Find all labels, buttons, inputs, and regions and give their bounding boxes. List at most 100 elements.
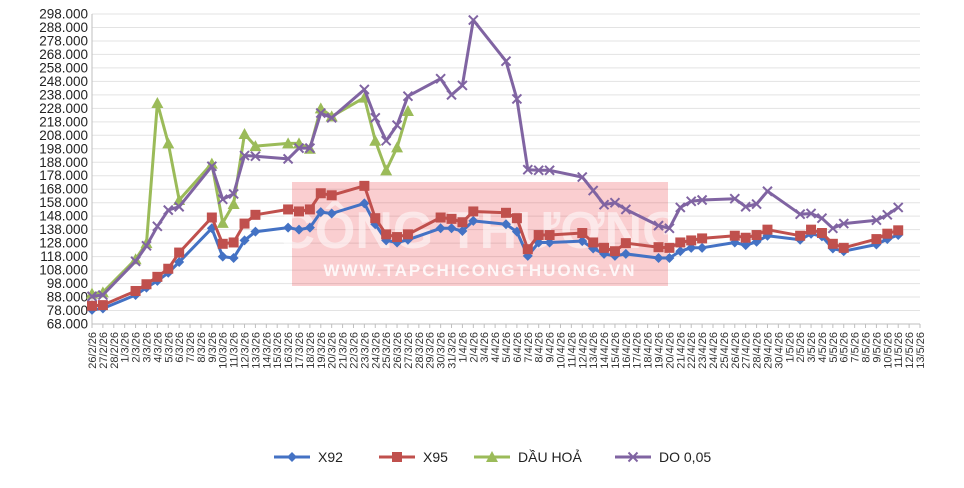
data-point	[435, 223, 446, 234]
x-tick-label: 30/3/26	[436, 332, 448, 369]
x-tick-label: 23/4/26	[697, 332, 709, 369]
data-point	[486, 451, 498, 462]
x-tick-label: 26/2/26	[87, 332, 99, 369]
data-point	[653, 242, 664, 253]
data-point	[446, 213, 457, 224]
x-tick-label: 8/3/26	[196, 332, 208, 363]
data-point	[206, 212, 217, 223]
data-point	[130, 285, 141, 296]
data-point	[751, 230, 762, 241]
x-tick-label: 18/4/26	[643, 332, 655, 369]
data-point	[675, 202, 686, 213]
data-point	[609, 197, 621, 208]
y-tick-label: 178.000	[39, 168, 88, 183]
y-tick-label: 148.000	[39, 209, 88, 224]
x-tick-label: 16/4/26	[621, 332, 633, 369]
data-point	[228, 252, 239, 263]
data-point	[283, 204, 294, 215]
data-point	[827, 238, 838, 249]
legend-label: DẦU HOẢ	[518, 449, 582, 465]
data-point	[729, 230, 740, 241]
data-point	[577, 228, 588, 239]
data-point	[304, 142, 316, 154]
x-tick-label: 21/3/26	[338, 332, 350, 369]
data-point	[751, 198, 762, 210]
y-tick-label: 268.000	[39, 47, 88, 62]
series-do-0-05	[86, 14, 904, 302]
series-line	[91, 96, 410, 296]
x-tick-label: 19/4/26	[654, 332, 666, 369]
data-point	[239, 218, 250, 229]
x-tick-label: 24/4/26	[708, 332, 720, 369]
x-tick-label: 11/4/26	[566, 332, 578, 368]
x-tick-label: 28/2/26	[109, 332, 121, 369]
x-tick-label: 26/4/26	[730, 332, 742, 369]
data-point	[163, 263, 174, 274]
y-axis: 68.00078.00088.00098.000108.000118.00012…	[39, 7, 93, 332]
data-point	[794, 208, 806, 220]
x-tick-label: 31/3/26	[447, 332, 459, 369]
x-tick-label: 29/4/26	[762, 332, 774, 369]
data-point	[174, 257, 185, 267]
y-tick-label: 238.000	[39, 87, 88, 102]
y-tick-label: 88.000	[47, 290, 88, 305]
data-point	[162, 137, 175, 149]
data-point	[664, 242, 675, 253]
data-point	[381, 229, 392, 240]
x-tick-label: 10/5/26	[882, 332, 894, 369]
y-tick-label: 108.000	[39, 263, 88, 278]
legend-label: DO 0,05	[659, 449, 711, 465]
data-point	[140, 237, 153, 249]
x-tick-label: 17/4/26	[632, 332, 644, 369]
watermark-url: WWW.TAPCHICONGTHUONG.VN	[324, 261, 637, 280]
data-point	[468, 206, 479, 217]
x-tick-label: 15/4/26	[610, 332, 622, 369]
data-point	[359, 84, 370, 95]
y-tick-label: 98.000	[47, 276, 88, 291]
x-tick-label: 8/5/26	[861, 332, 873, 363]
data-point	[152, 271, 163, 282]
data-point	[627, 451, 639, 463]
data-point	[402, 229, 413, 240]
x-axis: 26/2/2627/2/2628/2/261/3/262/3/263/3/264…	[87, 323, 927, 369]
data-point	[446, 89, 457, 101]
data-point	[217, 194, 228, 205]
x-tick-label: 9/4/26	[545, 332, 557, 363]
x-tick-label: 1/5/26	[784, 332, 796, 363]
x-tick-label: 2/5/26	[795, 332, 807, 363]
data-point	[282, 137, 295, 149]
x-tick-label: 20/3/26	[327, 332, 339, 369]
data-point	[304, 222, 315, 233]
data-point	[893, 225, 904, 236]
data-point	[838, 218, 849, 229]
data-point	[609, 246, 620, 257]
data-point	[882, 228, 893, 239]
x-tick-label: 14/4/26	[599, 332, 611, 369]
y-tick-label: 248.000	[39, 74, 88, 89]
y-tick-label: 158.000	[39, 195, 88, 210]
y-tick-label: 128.000	[39, 236, 88, 251]
x-tick-label: 27/4/26	[741, 332, 753, 369]
x-tick-label: 7/3/26	[185, 332, 197, 363]
x-tick-label: 13/3/26	[250, 332, 262, 369]
data-point	[151, 96, 164, 108]
data-point	[391, 141, 404, 153]
data-point	[686, 196, 697, 207]
x-tick-label: 5/5/26	[828, 332, 840, 363]
x-tick-label: 5/4/26	[501, 332, 513, 363]
x-tick-label: 12/4/26	[577, 332, 589, 369]
data-point	[871, 215, 882, 226]
x-tick-label: 14/3/26	[261, 332, 273, 369]
data-point	[816, 228, 827, 239]
data-point	[304, 204, 315, 215]
x-tick-label: 13/5/26	[915, 332, 927, 369]
x-tick-label: 15/3/26	[272, 332, 284, 369]
data-point	[511, 213, 522, 224]
data-point	[871, 234, 882, 245]
data-point	[401, 105, 414, 117]
x-tick-label: 23/3/26	[359, 332, 371, 369]
x-tick-label: 26/3/26	[392, 332, 404, 369]
x-tick-label: 3/4/26	[479, 332, 491, 363]
data-point	[620, 248, 631, 259]
